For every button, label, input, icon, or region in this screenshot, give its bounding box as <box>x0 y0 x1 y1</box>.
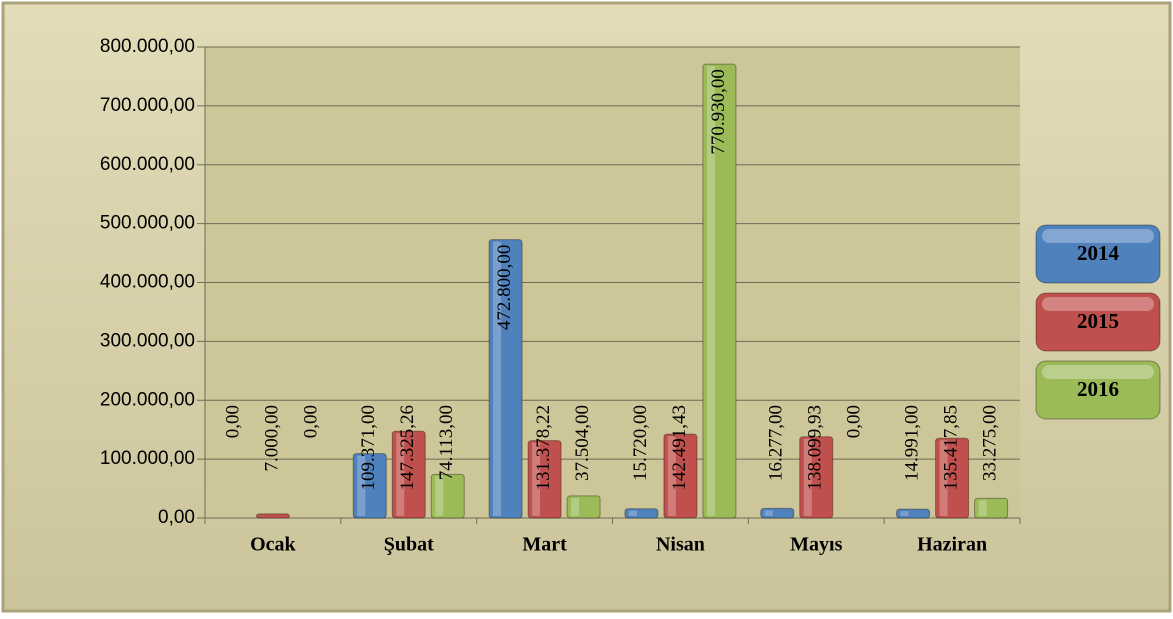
x-tick-label: Ocak <box>250 534 296 556</box>
data-label: 147.325,26 <box>397 405 418 491</box>
x-tick-label: Şubat <box>384 534 434 556</box>
data-label: 142.491,43 <box>669 405 690 491</box>
y-tick-label: 500.000,00 <box>100 213 195 234</box>
data-label: 37.504,00 <box>572 405 593 481</box>
legend-label: 2014 <box>1077 241 1120 265</box>
bar-highlight <box>901 511 909 516</box>
data-label: 135.417,85 <box>940 405 961 491</box>
data-label: 0,00 <box>222 405 243 438</box>
y-tick-label: 700.000,00 <box>100 95 195 116</box>
x-tick-label: Mart <box>522 534 567 556</box>
y-tick-label: 200.000,00 <box>100 389 195 410</box>
data-label: 0,00 <box>300 405 321 438</box>
y-tick-label: 400.000,00 <box>100 272 195 293</box>
y-tick-label: 600.000,00 <box>100 154 195 175</box>
data-label: 15.720,00 <box>630 405 651 481</box>
x-tick-label: Nisan <box>656 534 705 556</box>
data-label: 131.378,22 <box>533 405 554 491</box>
x-tick-label: Mayıs <box>790 534 842 556</box>
y-tick-label: 300.000,00 <box>100 330 195 351</box>
data-label: 7.000,00 <box>261 405 282 472</box>
data-label: 74.113,00 <box>436 405 457 480</box>
bar-highlight <box>571 498 579 516</box>
data-label: 33.275,00 <box>979 405 1000 481</box>
bar-highlight <box>629 511 637 516</box>
bar-highlight <box>435 476 443 516</box>
y-tick-label: 800.000,00 <box>100 36 195 57</box>
bar-highlight <box>979 500 987 516</box>
data-label: 16.277,00 <box>766 405 787 481</box>
bar-highlight <box>765 510 773 516</box>
data-label: 109.371,00 <box>358 405 379 491</box>
y-tick-label: 100.000,00 <box>100 448 195 469</box>
data-label: 472.800,00 <box>494 245 515 331</box>
legend-label: 2015 <box>1077 309 1119 333</box>
legend-label: 2016 <box>1077 377 1119 401</box>
data-label: 0,00 <box>844 405 865 438</box>
data-label: 14.991,00 <box>901 405 922 481</box>
y-tick-label: 0,00 <box>158 507 195 528</box>
data-label: 770.930,00 <box>708 69 729 155</box>
data-label: 138.099,93 <box>805 405 826 491</box>
x-tick-label: Haziran <box>917 534 987 556</box>
